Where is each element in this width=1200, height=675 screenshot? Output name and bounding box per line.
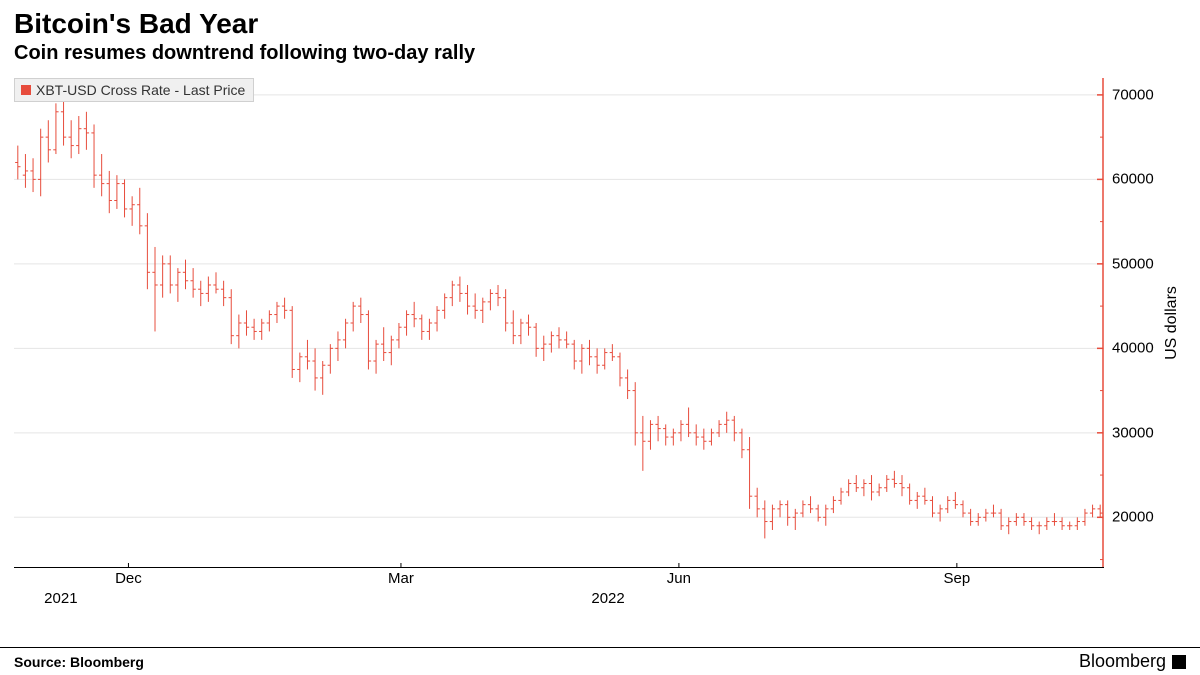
x-tick-label: Sep xyxy=(943,570,970,587)
x-year-label: 2022 xyxy=(591,590,624,607)
y-axis-labels: 20000 30000 40000 50000 60000 70000 xyxy=(1112,78,1167,568)
chart-area: XBT-USD Cross Rate - Last Price 20000 300… xyxy=(14,78,1184,608)
y-tick-label: 30000 xyxy=(1112,424,1154,441)
price-chart xyxy=(14,78,1104,568)
brand-logo: Bloomberg xyxy=(1079,651,1186,672)
y-tick-label: 20000 xyxy=(1112,509,1154,526)
legend: XBT-USD Cross Rate - Last Price xyxy=(14,78,254,102)
y-tick-label: 50000 xyxy=(1112,255,1154,272)
y-tick-label: 60000 xyxy=(1112,171,1154,188)
chart-title: Bitcoin's Bad Year xyxy=(0,0,1200,40)
y-tick-label: 40000 xyxy=(1112,340,1154,357)
brand-icon xyxy=(1172,655,1186,669)
x-tick-label: Jun xyxy=(667,570,691,587)
source-attribution: Source: Bloomberg xyxy=(14,654,144,670)
x-year-label: 2021 xyxy=(44,590,77,607)
y-axis-title: US dollars xyxy=(1163,286,1181,360)
chart-subtitle: Coin resumes downtrend following two-day… xyxy=(0,40,1200,65)
legend-label: XBT-USD Cross Rate - Last Price xyxy=(36,82,245,98)
legend-swatch xyxy=(21,85,31,95)
x-tick-label: Dec xyxy=(115,570,142,587)
footer: Source: Bloomberg Bloomberg xyxy=(0,647,1200,675)
y-tick-label: 70000 xyxy=(1112,86,1154,103)
x-axis-labels: Dec Mar Jun Sep 2021 2022 xyxy=(14,570,1104,610)
x-tick-label: Mar xyxy=(388,570,414,587)
brand-label: Bloomberg xyxy=(1079,651,1166,672)
